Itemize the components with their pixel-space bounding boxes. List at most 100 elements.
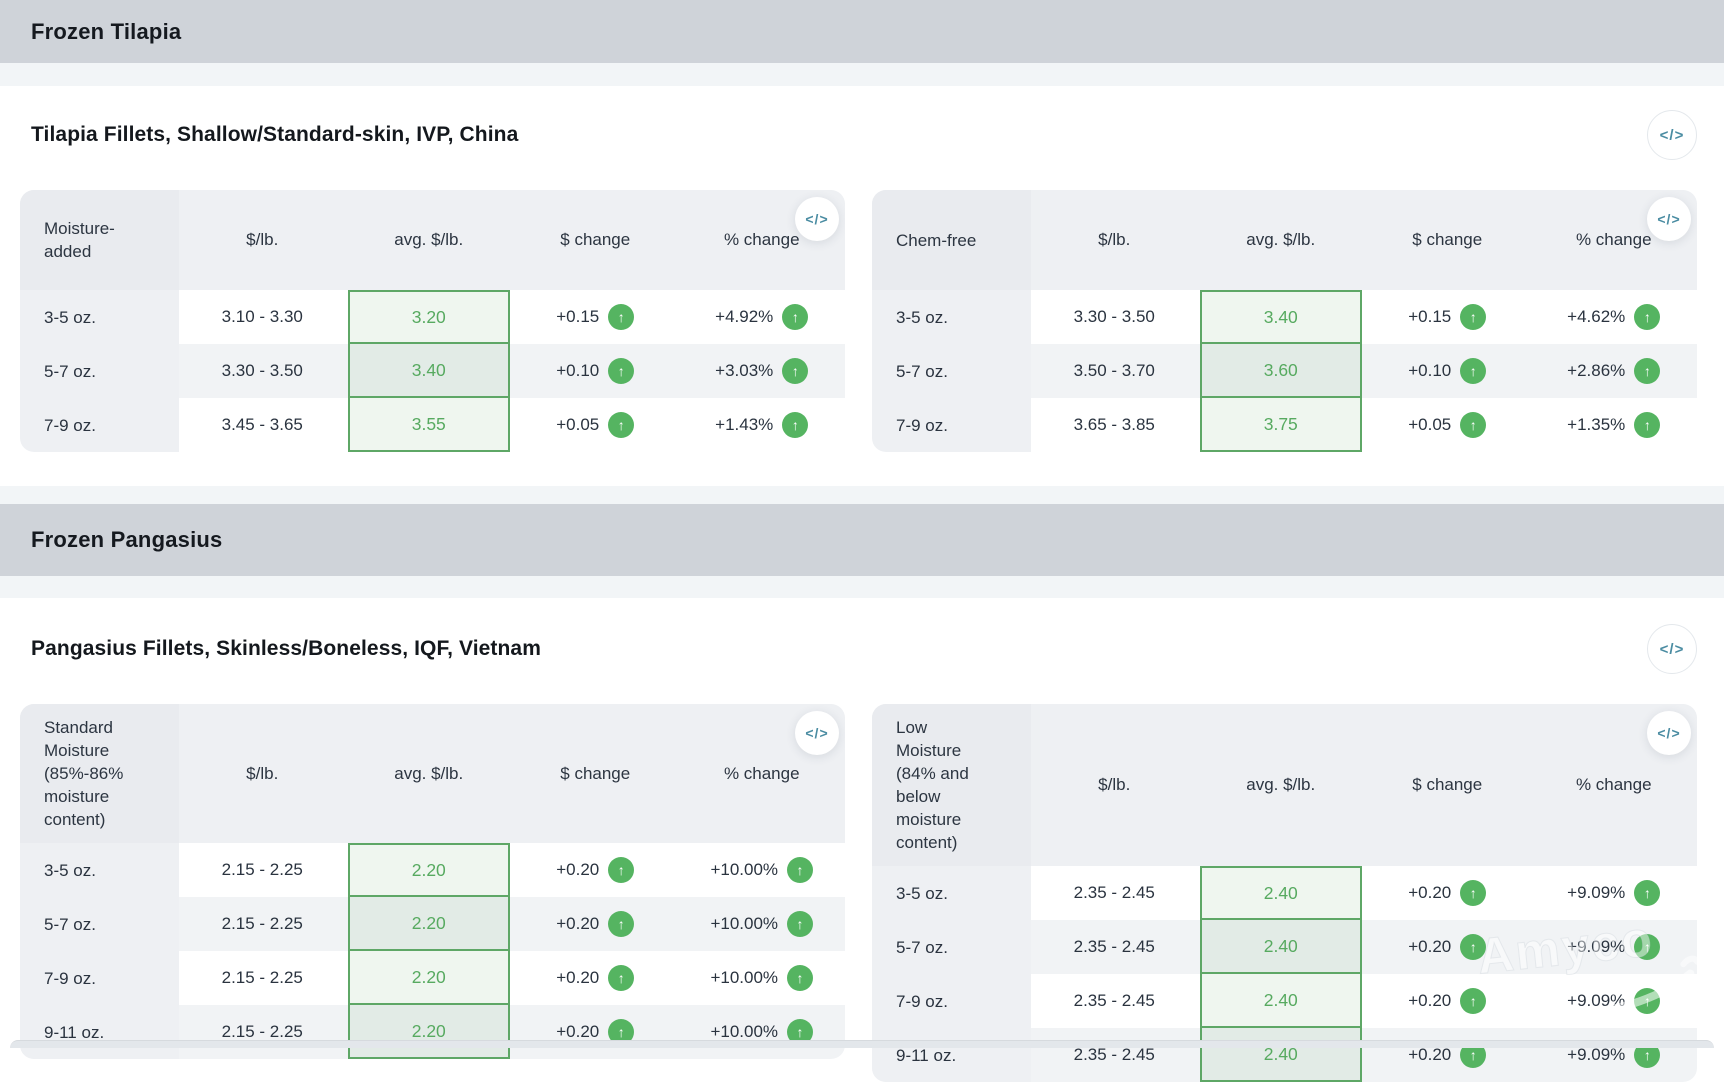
dollar-change-value: +0.20: [556, 1022, 600, 1041]
table-row: 7-9 oz. 2.15 - 2.25 2.20 +0.20 ↑ +10.00% ↑: [20, 951, 845, 1005]
size-label: 9-11 oz.: [20, 1005, 179, 1059]
table-row: 3-5 oz. 3.30 - 3.50 3.40 +0.15 ↑ +4.62% ↑: [872, 290, 1697, 344]
price-range: 3.50 - 3.70: [1073, 361, 1155, 380]
up-arrow-icon: ↑: [787, 857, 814, 883]
col-avg-price: avg. $/lb.: [394, 230, 464, 249]
avg-price-box: 2.20: [347, 951, 510, 1005]
table-row: 7-9 oz. 3.45 - 3.65 3.55 +0.05 ↑ +1.43% ↑: [20, 398, 845, 452]
avg-price-cell: 2.40: [1198, 1028, 1365, 1082]
price-range: 2.15 - 2.25: [221, 968, 303, 987]
up-arrow-icon: ↑: [1460, 988, 1487, 1014]
dollar-change-value: +0.20: [1408, 991, 1452, 1010]
avg-price-cell: 2.40: [1198, 974, 1365, 1028]
percent-change-value: +2.86%: [1567, 361, 1626, 380]
percent-change-cell: +10.00% ↑: [679, 843, 846, 897]
card-code-button[interactable]: </>: [1647, 624, 1697, 674]
percent-change-cell: +4.92% ↑: [679, 290, 846, 344]
avg-price-cell: 2.40: [1198, 866, 1365, 920]
table-row: 5-7 oz. 3.30 - 3.50 3.40 +0.10 ↑ +3.03% ↑: [20, 344, 845, 398]
percent-change-cell: +1.43% ↑: [679, 398, 846, 452]
size-label: 5-7 oz.: [20, 897, 179, 951]
dollar-change-value: +0.20: [556, 914, 600, 933]
price-range: 3.30 - 3.50: [1073, 307, 1155, 326]
table-row: 7-9 oz. 3.65 - 3.85 3.75 +0.05 ↑ +1.35% ↑: [872, 398, 1697, 452]
up-arrow-icon: ↑: [608, 412, 635, 438]
table-code-button[interactable]: </>: [1647, 197, 1691, 241]
percent-change-value: +4.92%: [715, 307, 774, 326]
table-code-button[interactable]: </>: [1647, 711, 1691, 755]
dollar-change-cell: +0.15 ↑: [512, 290, 679, 344]
up-arrow-icon: ↑: [608, 304, 635, 330]
percent-change-value: +9.09%: [1567, 937, 1626, 956]
dollar-change-cell: +0.20 ↑: [512, 897, 679, 951]
dollar-change-cell: +0.20 ↑: [512, 951, 679, 1005]
section-band-tilapia: Frozen Tilapia: [0, 0, 1724, 63]
table-code-button[interactable]: </>: [795, 711, 839, 755]
dollar-change-cell: +0.05 ↑: [512, 398, 679, 452]
col-percent-change: % change: [1575, 230, 1652, 249]
percent-change-cell: +9.09% ↑: [1531, 1028, 1698, 1082]
percent-change-value: +9.09%: [1567, 991, 1626, 1010]
avg-price-cell: 3.40: [346, 344, 513, 398]
size-label: 5-7 oz.: [872, 920, 1031, 974]
dollar-change-value: +0.20: [1408, 937, 1452, 956]
dollar-change-cell: +0.20 ↑: [1364, 1028, 1531, 1082]
col-price-per-lb: $/lb.: [1098, 230, 1131, 249]
card-header: Tilapia Fillets, Shallow/Standard-skin, …: [0, 86, 1724, 160]
col-avg-price: avg. $/lb.: [1246, 775, 1316, 794]
col-dollar-change: $ change: [560, 763, 631, 783]
price-range: 3.10 - 3.30: [221, 307, 303, 326]
size-label: 9-11 oz.: [872, 1028, 1031, 1082]
up-arrow-icon: ↑: [608, 911, 635, 937]
table-label: Chem-free: [872, 190, 1031, 290]
size-label: 3-5 oz.: [20, 290, 179, 344]
percent-change-value: +9.09%: [1567, 1045, 1626, 1064]
col-dollar-change: $ change: [1412, 775, 1483, 794]
dollar-change-value: +0.20: [1408, 883, 1452, 902]
percent-change-cell: +1.35% ↑: [1531, 398, 1698, 452]
percent-change-cell: +10.00% ↑: [679, 897, 846, 951]
avg-price-cell: 3.60: [1198, 344, 1365, 398]
price-table-moisture-added: </> Moisture-added $/lb. avg. $/lb. $ ch…: [20, 190, 845, 452]
avg-price-box: 3.40: [347, 344, 510, 398]
table-label: Standard Moisture (85%-86% moisture cont…: [20, 704, 179, 843]
table-row: 5-7 oz. 2.35 - 2.45 2.40 +0.20 ↑ +9.09% ↑: [872, 920, 1697, 974]
dollar-change-cell: +0.20 ↑: [1364, 920, 1531, 974]
code-icon: </>: [1657, 725, 1681, 741]
spacer: [0, 576, 1724, 598]
up-arrow-icon: ↑: [787, 911, 814, 937]
percent-change-value: +10.00%: [710, 1022, 779, 1041]
table-header: Standard Moisture (85%-86% moisture cont…: [20, 704, 845, 843]
up-arrow-icon: ↑: [782, 304, 809, 330]
avg-price-cell: 2.20: [346, 843, 513, 897]
col-price-per-lb: $/lb.: [246, 230, 279, 249]
size-label: 3-5 oz.: [872, 290, 1031, 344]
code-icon: </>: [805, 211, 829, 227]
percent-change-cell: +2.86% ↑: [1531, 344, 1698, 398]
product-card-pangasius: Pangasius Fillets, Skinless/Boneless, IQ…: [0, 598, 1724, 1092]
price-table-chem-free: </> Chem-free $/lb. avg. $/lb. $ change …: [872, 190, 1697, 452]
percent-change-cell: +10.00% ↑: [679, 951, 846, 1005]
table-code-button[interactable]: </>: [795, 197, 839, 241]
price-range: 3.65 - 3.85: [1073, 415, 1155, 434]
avg-price-cell: 2.20: [346, 951, 513, 1005]
up-arrow-icon: ↑: [787, 965, 814, 991]
avg-price-box: 2.40: [1199, 974, 1362, 1028]
code-icon: </>: [1659, 640, 1685, 658]
percent-change-value: +10.00%: [710, 860, 779, 879]
avg-price-cell: 2.40: [1198, 920, 1365, 974]
col-percent-change: % change: [723, 763, 800, 783]
avg-price-cell: 3.75: [1198, 398, 1365, 452]
up-arrow-icon: ↑: [608, 857, 635, 883]
dollar-change-value: +0.20: [556, 968, 600, 987]
spacer: [0, 486, 1724, 504]
avg-price-cell: 2.20: [346, 897, 513, 951]
card-code-button[interactable]: </>: [1647, 110, 1697, 160]
percent-change-cell: +3.03% ↑: [679, 344, 846, 398]
table-row: 3-5 oz. 2.35 - 2.45 2.40 +0.20 ↑ +9.09% ↑: [872, 866, 1697, 920]
table-header: Chem-free $/lb. avg. $/lb. $ change % ch…: [872, 190, 1697, 290]
code-icon: </>: [1657, 211, 1681, 227]
table-body: 3-5 oz. 2.15 - 2.25 2.20 +0.20 ↑ +10.00% ↑…: [20, 843, 845, 1059]
table-row: 5-7 oz. 3.50 - 3.70 3.60 +0.10 ↑ +2.86% ↑: [872, 344, 1697, 398]
price-range: 3.30 - 3.50: [221, 361, 303, 380]
